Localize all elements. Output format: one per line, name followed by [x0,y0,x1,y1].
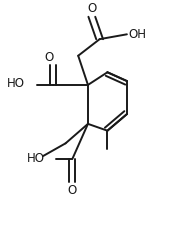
Text: HO: HO [7,77,25,90]
Text: O: O [87,2,96,15]
Text: HO: HO [27,153,45,165]
Text: O: O [68,184,77,197]
Text: OH: OH [129,28,147,41]
Text: O: O [44,51,54,63]
